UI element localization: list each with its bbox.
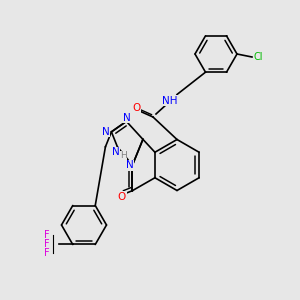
Text: F: F (44, 239, 50, 250)
Text: F: F (44, 248, 50, 259)
Text: O: O (118, 192, 126, 202)
Text: N: N (102, 127, 110, 137)
Text: N: N (112, 147, 120, 157)
Text: N: N (122, 113, 130, 123)
Text: Cl: Cl (253, 52, 263, 62)
Text: N: N (125, 160, 133, 170)
Text: F: F (44, 230, 50, 241)
Text: NH: NH (162, 95, 177, 106)
Text: H: H (120, 152, 127, 160)
Text: O: O (132, 103, 141, 113)
